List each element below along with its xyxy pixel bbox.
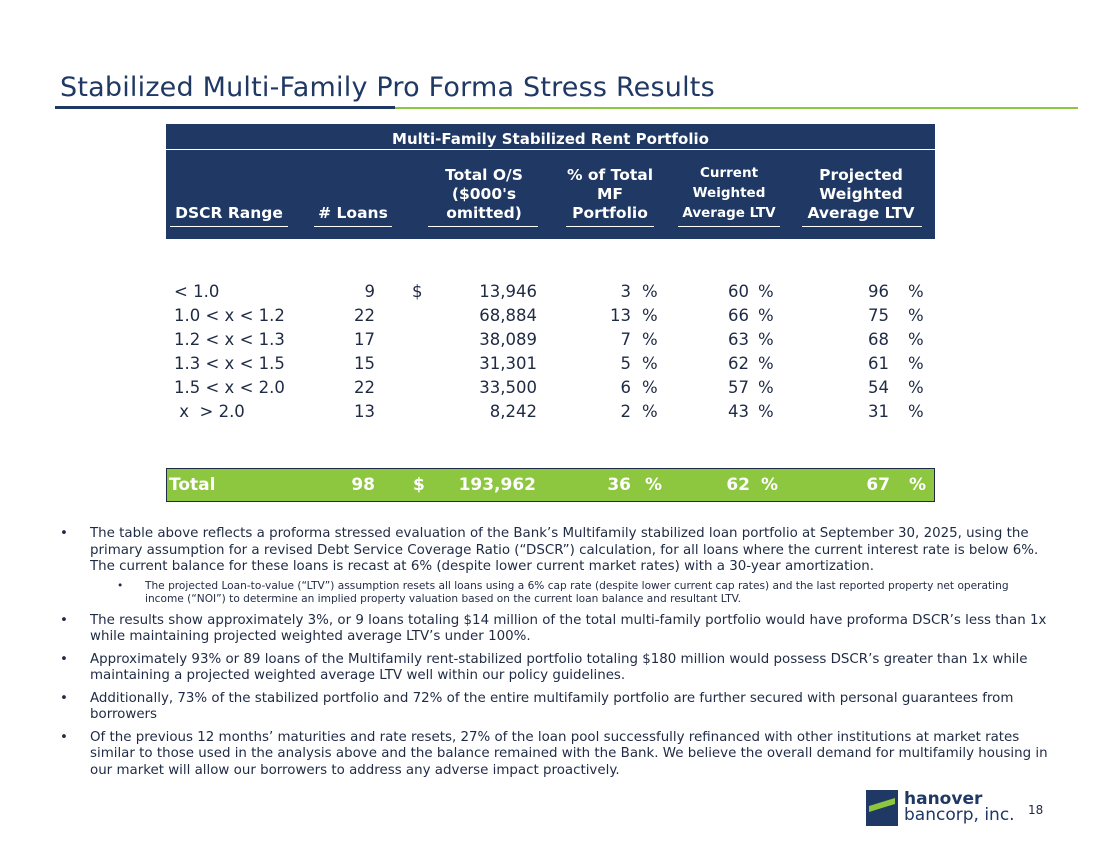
table-row: < 1.0 9 $ 13,946 3 % 60 % 96 %	[174, 282, 924, 301]
table-row: 1.0 < x < 1.2 22 68,884 13 % 66 % 75 %	[174, 306, 924, 325]
total-row: Total 98 $ 193,962 36 % 62 % 67 %	[166, 468, 935, 502]
bullet-icon: •	[60, 690, 68, 706]
sub-bullet-item: • The projected Loan-to-value (“LTV”) as…	[117, 579, 1009, 605]
hanover-logo-icon	[866, 790, 898, 826]
title-rule-accent	[395, 107, 1078, 109]
table-row: 1.2 < x < 1.3 17 38,089 7 % 63 % 68 %	[174, 330, 924, 349]
bullet-item: • Approximately 93% or 89 loans of the M…	[60, 651, 1028, 684]
title-rule	[55, 106, 395, 109]
header-underline	[314, 226, 392, 227]
header-underline	[802, 226, 922, 227]
header-underline	[678, 226, 780, 227]
bullet-icon: •	[60, 526, 68, 541]
bullet-list: • The table above reflects a proforma st…	[60, 526, 1050, 785]
bullet-item: • The table above reflects a proforma st…	[60, 526, 1039, 574]
bullet-icon: •	[60, 651, 68, 667]
caption-divider	[166, 149, 935, 150]
bullet-item: • Additionally, 73% of the stabilized po…	[60, 690, 1014, 723]
header-underline	[428, 226, 538, 227]
table-row: 1.5 < x < 2.0 22 33,500 6 % 57 % 54 %	[174, 378, 924, 397]
page-number: 18	[1028, 803, 1044, 817]
header-pct-portfolio: % of Total MF Portfolio	[566, 166, 654, 222]
company-logo: hanover bancorp, inc.	[904, 789, 1015, 825]
header-current-ltv: Current Weighted Average LTV	[682, 165, 776, 221]
header-loans: # Loans	[318, 204, 388, 222]
bullet-icon: •	[117, 579, 124, 592]
stress-table: Multi-Family Stabilized Rent Portfolio D…	[166, 124, 935, 421]
bullet-item: • The results show approximately 3%, or …	[60, 612, 1047, 645]
bullet-icon: •	[60, 729, 68, 745]
page-title: Stabilized Multi-Family Pro Forma Stress…	[60, 72, 715, 103]
table-header: Multi-Family Stabilized Rent Portfolio D…	[166, 124, 935, 239]
table-row: 1.3 < x < 1.5 15 31,301 5 % 62 % 61 %	[174, 354, 924, 373]
table-caption: Multi-Family Stabilized Rent Portfolio	[392, 130, 709, 148]
header-underline	[170, 226, 288, 227]
header-projected-ltv: Projected Weighted Average LTV	[807, 166, 915, 222]
bullet-item: • Of the previous 12 months’ maturities …	[60, 729, 1048, 778]
bullet-icon: •	[60, 612, 68, 628]
header-dscr-range: DSCR Range	[175, 204, 283, 222]
table-row: x > 2.0 13 8,242 2 % 43 % 31 %	[174, 402, 924, 421]
header-total-os: Total O/S ($000's omitted)	[445, 166, 523, 222]
table-body: < 1.0 9 $ 13,946 3 % 60 % 96 % 1.0 < x <…	[166, 282, 935, 426]
header-underline	[566, 226, 654, 227]
